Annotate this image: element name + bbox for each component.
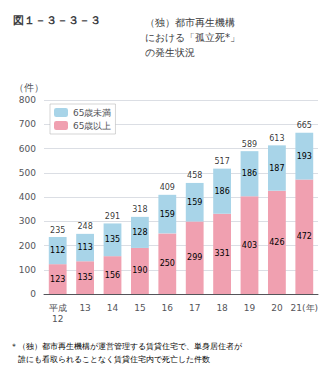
svg-text:589: 589 bbox=[242, 140, 257, 149]
svg-text:186: 186 bbox=[242, 169, 257, 178]
svg-text:の発生状況: の発生状況 bbox=[145, 47, 195, 58]
svg-text:123: 123 bbox=[50, 275, 65, 284]
svg-text:100: 100 bbox=[19, 265, 36, 275]
svg-text:193: 193 bbox=[297, 152, 312, 161]
svg-text:800: 800 bbox=[19, 95, 36, 105]
svg-text:159: 159 bbox=[160, 210, 175, 219]
svg-text:14: 14 bbox=[107, 303, 119, 313]
svg-text:250: 250 bbox=[160, 259, 175, 268]
svg-text:135: 135 bbox=[105, 235, 120, 244]
svg-text:186: 186 bbox=[214, 187, 229, 196]
svg-text:291: 291 bbox=[105, 212, 120, 221]
svg-text:（独）都市再生機構: （独）都市再生機構 bbox=[145, 17, 235, 28]
svg-text:平成: 平成 bbox=[49, 303, 67, 313]
svg-text:600: 600 bbox=[19, 144, 36, 154]
svg-text:156: 156 bbox=[105, 271, 120, 280]
svg-text:における「孤立死*」: における「孤立死*」 bbox=[145, 32, 240, 43]
svg-text:472: 472 bbox=[297, 232, 312, 241]
svg-text:19: 19 bbox=[244, 303, 256, 313]
svg-text:16: 16 bbox=[162, 303, 174, 313]
svg-text:13: 13 bbox=[79, 303, 90, 313]
svg-text:187: 187 bbox=[269, 164, 284, 173]
svg-text:113: 113 bbox=[77, 243, 92, 252]
svg-text:331: 331 bbox=[214, 249, 229, 258]
svg-text:65歳以上: 65歳以上 bbox=[73, 121, 111, 131]
svg-text:20: 20 bbox=[271, 303, 283, 313]
svg-text:248: 248 bbox=[77, 222, 92, 231]
svg-text:200: 200 bbox=[19, 241, 36, 251]
svg-text:112: 112 bbox=[50, 246, 65, 255]
svg-text:12: 12 bbox=[52, 314, 63, 324]
svg-text:613: 613 bbox=[269, 134, 284, 143]
svg-text:235: 235 bbox=[50, 226, 65, 235]
svg-text:18: 18 bbox=[216, 303, 228, 313]
svg-text:65歳未満: 65歳未満 bbox=[73, 108, 111, 118]
svg-text:128: 128 bbox=[132, 228, 147, 237]
svg-text:409: 409 bbox=[160, 183, 175, 192]
svg-text:図１－３－３－３: 図１－３－３－３ bbox=[13, 14, 101, 27]
svg-text:665: 665 bbox=[297, 121, 312, 130]
svg-text:318: 318 bbox=[132, 205, 147, 214]
svg-text:159: 159 bbox=[187, 198, 202, 207]
svg-text:400: 400 bbox=[19, 192, 36, 202]
svg-text:誰にも看取られることなく賃貸住宅内で死亡した件数: 誰にも看取られることなく賃貸住宅内で死亡した件数 bbox=[10, 355, 210, 364]
svg-text:（件）: （件） bbox=[14, 82, 44, 93]
svg-text:458: 458 bbox=[187, 171, 202, 180]
svg-text:0: 0 bbox=[30, 289, 36, 299]
svg-text:15: 15 bbox=[134, 303, 145, 313]
svg-text:700: 700 bbox=[19, 119, 36, 129]
svg-text:300: 300 bbox=[19, 216, 36, 226]
svg-text:135: 135 bbox=[77, 273, 92, 282]
svg-text:403: 403 bbox=[242, 241, 257, 250]
svg-text:299: 299 bbox=[187, 253, 202, 262]
svg-text:17: 17 bbox=[189, 303, 200, 313]
svg-text:＊（独）都市再生機構が運営管理する賃貸住宅で、単身居住者が: ＊（独）都市再生機構が運営管理する賃貸住宅で、単身居住者が bbox=[10, 342, 243, 351]
svg-text:426: 426 bbox=[269, 238, 284, 247]
svg-text:517: 517 bbox=[214, 157, 229, 166]
svg-text:500: 500 bbox=[19, 168, 36, 178]
svg-text:190: 190 bbox=[132, 266, 147, 275]
svg-text:21(年): 21(年) bbox=[291, 303, 318, 313]
